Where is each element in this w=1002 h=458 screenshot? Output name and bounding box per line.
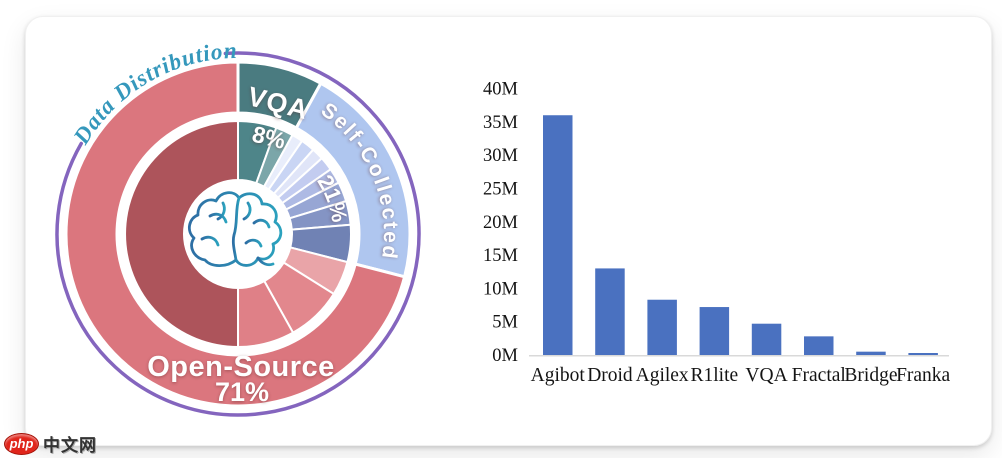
php-cn-watermark: php 中文网	[4, 431, 97, 456]
x-tick-label: Droid	[587, 365, 633, 386]
x-tick-label: Agilex	[636, 365, 689, 386]
y-tick-label: 15M	[483, 246, 518, 266]
y-tick-label: 10M	[483, 279, 518, 299]
y-tick-label: 0M	[492, 346, 518, 366]
y-tick-label: 25M	[483, 180, 518, 200]
charts-canvas: Data DistributionVQA8%Self-Collected21%O…	[55, 38, 951, 417]
bar-droid	[595, 268, 625, 355]
brain-icon	[187, 191, 283, 268]
donut-center	[185, 181, 291, 287]
x-tick-label: Fractal	[792, 365, 847, 386]
x-tick-label: R1lite	[691, 365, 739, 386]
figure-card: Data Distribution VQA 8% Self-Collected 21% O…	[25, 16, 992, 446]
donut-chart: Data DistributionVQA8%Self-Collected21%O…	[55, 38, 421, 417]
bar-vqa	[751, 323, 782, 355]
bar-agibot	[543, 115, 573, 356]
donut-inner-segment-13	[124, 120, 239, 348]
y-tick-label: 5M	[492, 313, 518, 333]
php-logo-badge: php	[4, 432, 39, 455]
x-tick-label: Franka	[896, 365, 950, 386]
open-source-label: Open-Source	[147, 351, 335, 383]
open-source-pct-label: 71%	[215, 377, 269, 407]
y-tick-label: 30M	[483, 146, 518, 166]
bar-franka	[908, 353, 938, 355]
decorative-ring-arc	[55, 51, 421, 417]
y-tick-label: 40M	[483, 80, 518, 100]
x-tick-label: Agibot	[531, 365, 586, 386]
y-tick-label: 35M	[483, 113, 518, 133]
bar-fractal	[804, 336, 834, 355]
bar-r1lite	[699, 307, 730, 355]
watermark-site-text: 中文网	[43, 436, 97, 455]
x-tick-label: VQA	[745, 365, 787, 386]
bar-agilex	[647, 299, 677, 355]
x-tick-label: Bridge	[844, 365, 897, 386]
y-tick-label: 20M	[483, 213, 518, 233]
bar-bridge	[856, 351, 886, 355]
bar-chart: 0M 5M 10M 15M 20M 25M 30M 35M 40M Agibot Droid Agil…	[483, 80, 951, 386]
donut-segment-open-source	[64, 60, 407, 408]
